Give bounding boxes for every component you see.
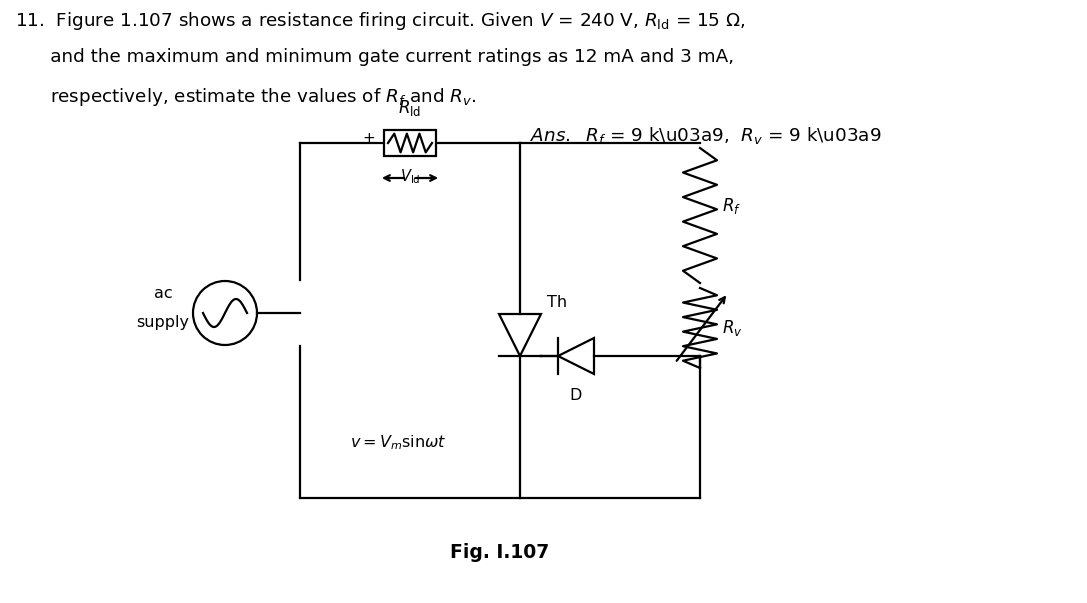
Text: $R_{\mathrm{ld}}$: $R_{\mathrm{ld}}$ (399, 98, 422, 118)
Bar (384, 130, 436, 156)
Text: D: D (570, 388, 583, 403)
Text: respectively, estimate the values of $R_f$ and $R_v$.: respectively, estimate the values of $R_… (15, 86, 476, 108)
Text: $\mathit{Ans.}$  $R_f$ = 9 k\u03a9,  $R_v$ = 9 k\u03a9: $\mathit{Ans.}$ $R_f$ = 9 k\u03a9, $R_v$… (530, 125, 882, 146)
Text: 11.  Figure 1.107 shows a resistance firing circuit. Given $V$ = 240 V, $R_{\mat: 11. Figure 1.107 shows a resistance firi… (15, 10, 746, 32)
Text: Th: Th (547, 295, 567, 310)
Text: $R_f$: $R_f$ (722, 195, 741, 215)
Text: and the maximum and minimum gate current ratings as 12 mA and 3 mA,: and the maximum and minimum gate current… (15, 48, 734, 66)
Text: supply: supply (137, 315, 189, 330)
Text: Fig. I.107: Fig. I.107 (450, 543, 550, 563)
Text: +: + (362, 130, 375, 145)
Text: ac: ac (153, 286, 173, 301)
Text: $V_{\mathrm{ld}}$: $V_{\mathrm{ld}}$ (400, 168, 421, 186)
Text: $v = V_m\mathrm{sin}\omega t$: $v = V_m\mathrm{sin}\omega t$ (350, 434, 447, 452)
Text: $R_v$: $R_v$ (722, 318, 742, 338)
